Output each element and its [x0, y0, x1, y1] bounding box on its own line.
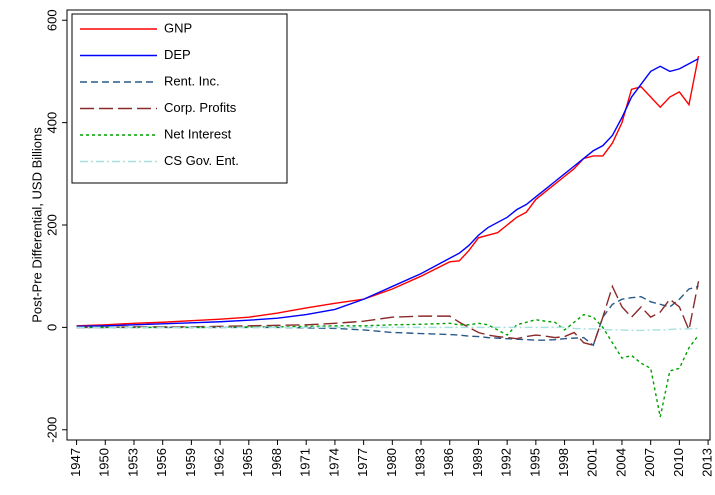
x-tick-label: 1977 [355, 448, 370, 477]
series-line [76, 326, 699, 332]
x-tick-label: 1980 [384, 448, 399, 477]
y-tick-label: 600 [44, 9, 59, 31]
x-tick-label: 1950 [97, 448, 112, 477]
x-tick-label: 1986 [441, 448, 456, 477]
legend-label: DEP [164, 47, 191, 62]
series-line [76, 55, 700, 327]
x-tick-label: 1968 [269, 448, 284, 477]
legend-box [71, 13, 288, 184]
x-tick-label: 2013 [700, 448, 715, 477]
y-tick-label: 0 [44, 324, 59, 331]
y-axis-label: Post-Pre Differential, USD Billions [29, 127, 44, 323]
x-tick-label: 1959 [183, 448, 198, 477]
x-tick-label: 1965 [240, 448, 255, 477]
series-line [76, 313, 700, 418]
x-tick-label: 1995 [527, 448, 542, 477]
y-tick-label: 200 [44, 214, 59, 236]
y-tick-label: 400 [44, 112, 59, 134]
x-tick-label: 1971 [298, 448, 313, 477]
x-tick-label: 1947 [68, 448, 83, 477]
x-tick-label: 1989 [470, 448, 485, 477]
series-line [76, 285, 699, 347]
legend-label: Rent. Inc. [164, 73, 220, 88]
x-tick-label: 1956 [154, 448, 169, 477]
legend-label: CS Gov. Ent. [164, 153, 239, 168]
x-tick-label: 1998 [556, 448, 571, 477]
legend-label: Corp. Profits [164, 100, 237, 115]
x-tick-label: 1974 [326, 448, 341, 477]
legend-label: GNP [164, 20, 192, 35]
series-line [76, 281, 700, 347]
y-tick-label: -200 [44, 417, 59, 443]
x-tick-label: 1983 [412, 448, 427, 477]
x-tick-label: 2007 [642, 448, 657, 477]
x-tick-label: 2004 [613, 448, 628, 477]
x-tick-label: 1962 [212, 448, 227, 477]
x-tick-label: 1992 [499, 448, 514, 477]
x-tick-label: 2010 [671, 448, 686, 477]
x-tick-label: 1953 [125, 448, 140, 477]
series-line [76, 58, 699, 328]
legend-label: Net Interest [164, 126, 232, 141]
x-tick-label: 2001 [585, 448, 600, 477]
